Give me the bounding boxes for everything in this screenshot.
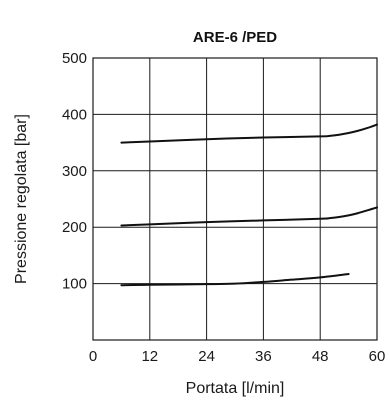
y-tick-label: 300	[62, 163, 87, 180]
grid	[93, 58, 377, 340]
y-tick-label: 100	[62, 276, 87, 293]
series-line-2	[120, 206, 378, 227]
y-tick-label: 500	[62, 50, 87, 67]
chart-title: ARE-6 /PED	[193, 29, 277, 46]
y-tick-label: 400	[62, 106, 87, 123]
x-tick-label: 48	[312, 348, 329, 365]
plot-frame	[92, 57, 378, 341]
x-tick-label: 12	[141, 348, 158, 365]
y-axis-label: Pressione regolata [bar]	[13, 114, 30, 284]
y-tick-label: 200	[62, 219, 87, 236]
x-tick-label: 36	[255, 348, 272, 365]
x-tick-label: 24	[198, 348, 215, 365]
x-axis-label: Portata [l/min]	[186, 380, 285, 397]
series-line-3	[120, 273, 350, 287]
y-tick-labels: 100 200 300 400 500	[62, 50, 87, 293]
x-tick-labels: 0 12 24 36 48 60	[89, 348, 386, 365]
x-tick-label: 0	[89, 348, 97, 365]
x-tick-label: 60	[369, 348, 386, 365]
series-group	[120, 123, 378, 287]
series-line-1	[120, 123, 378, 144]
